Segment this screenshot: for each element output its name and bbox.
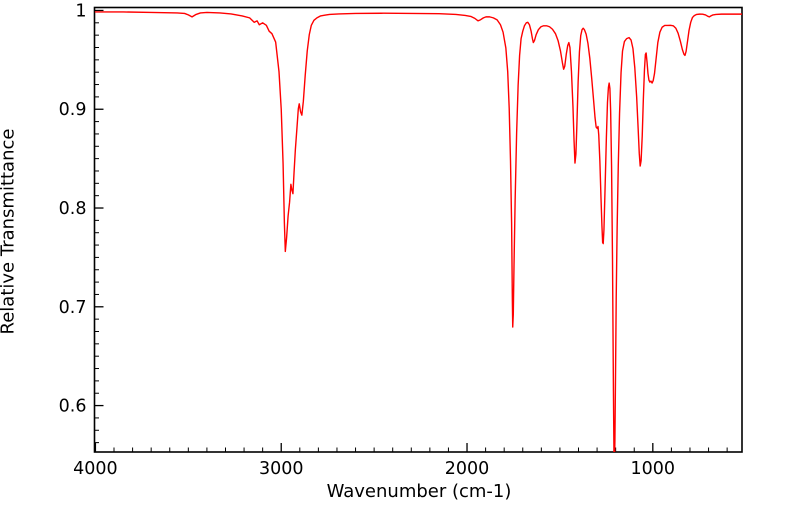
x-tick-label: 4000: [73, 459, 118, 479]
y-tick-label: 0.9: [59, 100, 87, 120]
y-axis-title: Relative Transmittance: [0, 128, 19, 335]
y-axis: 1 0.9 0.8 0.7 0.6: [59, 1, 104, 444]
x-axis: 4000 3000 2000 1000: [73, 443, 728, 479]
x-tick-label: 1000: [631, 459, 676, 479]
y-tick-label: 0.7: [59, 298, 87, 318]
y-tick-label: 0.8: [59, 199, 87, 219]
y-tick-label: 0.6: [59, 397, 87, 417]
x-axis-title: Wavenumber (cm-1): [326, 481, 512, 502]
plot-frame: [93, 6, 743, 453]
x-tick-label: 3000: [259, 459, 304, 479]
spectrum-curve: [94, 11, 742, 452]
y-tick-label: 1: [75, 1, 86, 21]
x-tick-label: 2000: [445, 459, 490, 479]
